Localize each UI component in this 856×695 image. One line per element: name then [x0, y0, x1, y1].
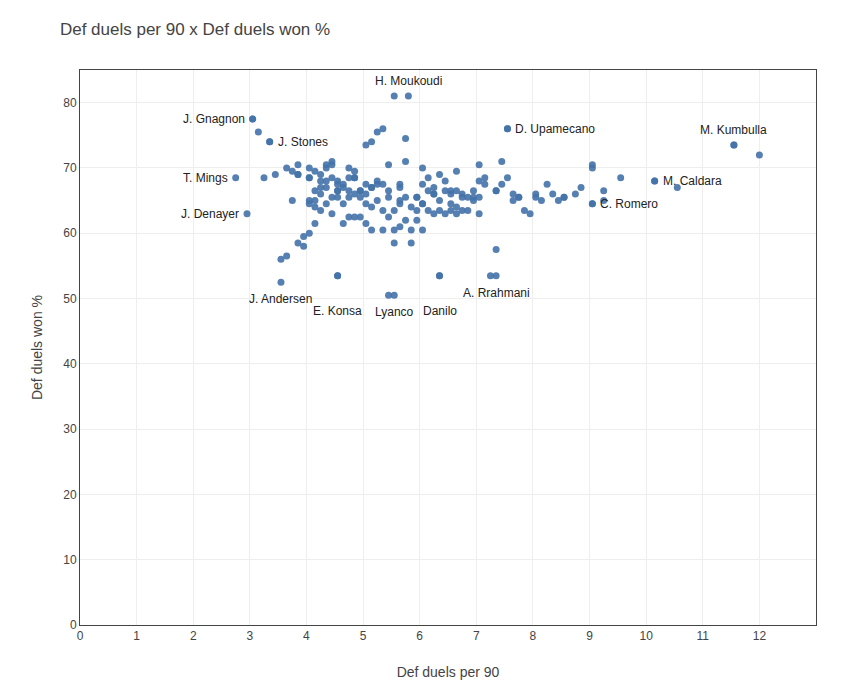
svg-text:12: 12: [753, 629, 767, 643]
svg-text:H. Moukoudi: H. Moukoudi: [375, 74, 442, 88]
svg-text:Def duels per 90 x Def duels w: Def duels per 90 x Def duels won %: [60, 20, 330, 39]
svg-text:10: 10: [639, 629, 653, 643]
svg-text:50: 50: [63, 292, 77, 306]
svg-text:J. Denayer: J. Denayer: [181, 207, 239, 221]
svg-text:Danilo: Danilo: [423, 304, 457, 318]
svg-text:0: 0: [77, 629, 84, 643]
svg-text:J. Stones: J. Stones: [278, 135, 328, 149]
svg-text:J. Andersen: J. Andersen: [249, 292, 312, 306]
svg-text:M. Caldara: M. Caldara: [663, 174, 722, 188]
svg-text:10: 10: [63, 553, 77, 567]
svg-text:70: 70: [63, 161, 77, 175]
svg-text:T. Mings: T. Mings: [183, 171, 228, 185]
svg-text:E. Konsa: E. Konsa: [313, 304, 362, 318]
svg-text:5: 5: [360, 629, 367, 643]
svg-text:1: 1: [133, 629, 140, 643]
svg-text:M. Kumbulla: M. Kumbulla: [700, 123, 767, 137]
svg-text:30: 30: [63, 422, 77, 436]
svg-text:D. Upamecano: D. Upamecano: [515, 122, 595, 136]
svg-text:3: 3: [247, 629, 254, 643]
svg-text:8: 8: [530, 629, 537, 643]
svg-text:J. Gnagnon: J. Gnagnon: [183, 112, 245, 126]
svg-text:11: 11: [697, 629, 710, 643]
svg-text:80: 80: [63, 96, 77, 110]
svg-text:Def duels won %: Def duels won %: [29, 295, 45, 400]
svg-text:Def duels per 90: Def duels per 90: [397, 664, 500, 680]
svg-text:C. Romero: C. Romero: [600, 197, 658, 211]
svg-text:7: 7: [473, 629, 480, 643]
svg-text:40: 40: [63, 357, 77, 371]
svg-text:20: 20: [63, 488, 77, 502]
svg-text:60: 60: [63, 226, 77, 240]
svg-text:9: 9: [586, 629, 593, 643]
svg-text:4: 4: [303, 629, 310, 643]
svg-text:2: 2: [190, 629, 197, 643]
svg-text:Lyanco: Lyanco: [375, 305, 414, 319]
svg-text:A. Rrahmani: A. Rrahmani: [463, 286, 530, 300]
svg-text:0: 0: [70, 618, 77, 632]
svg-text:6: 6: [416, 629, 423, 643]
